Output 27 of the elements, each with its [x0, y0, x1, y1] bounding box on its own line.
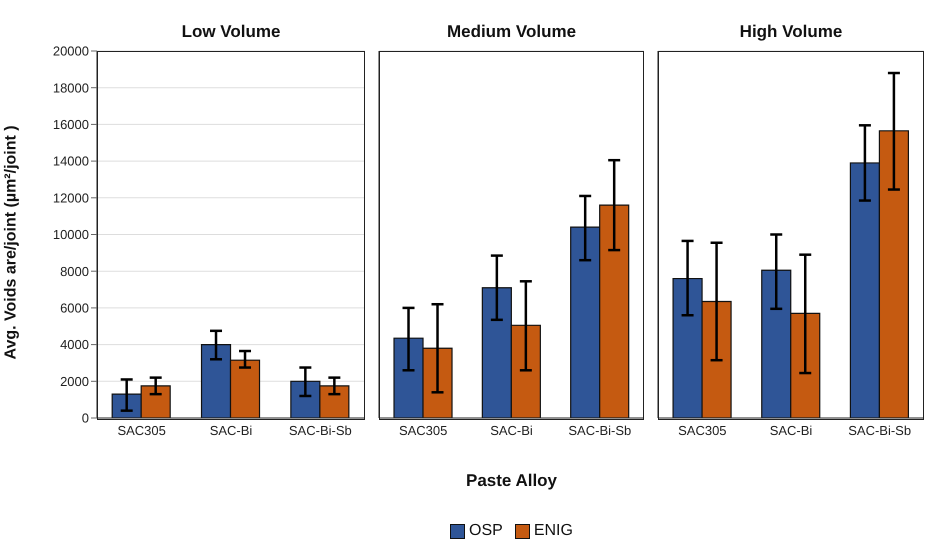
- y-tick-label: 10000: [52, 227, 89, 242]
- y-axis-title: Avg. Voids are/joint (µm²/joint ): [2, 125, 20, 360]
- y-tick-label: 20000: [52, 44, 89, 59]
- legend-label: OSP: [469, 522, 503, 540]
- x-tick-label: SAC-Bi-Sb: [568, 423, 632, 438]
- x-axis-title: Paste Alloy: [466, 471, 558, 490]
- chart-title: Low Volume: [180, 22, 282, 42]
- x-tick-label: SAC305: [678, 423, 727, 438]
- y-tick-label: 16000: [52, 117, 89, 132]
- x-tick-label: SAC-Bi: [490, 423, 533, 438]
- x-tick-label: SAC-Bi-Sb: [288, 423, 352, 438]
- y-tick-label: 0: [82, 410, 89, 426]
- x-tick-label: SAC-Bi: [210, 423, 252, 438]
- y-tick-label: 6000: [60, 300, 89, 316]
- x-tick-label: SAC305: [398, 423, 448, 438]
- y-tick-label: 12000: [52, 190, 89, 206]
- chart-title: High Volume: [738, 22, 844, 42]
- y-tick-label: 8000: [60, 264, 89, 279]
- chart-title: Medium Volume: [446, 22, 578, 42]
- x-tick-label: SAC-Bi-Sb: [848, 423, 912, 438]
- y-tick-label: 4000: [60, 337, 89, 352]
- y-tick-label: 2000: [60, 374, 89, 389]
- legend-label: ENIG: [534, 522, 573, 540]
- x-tick-label: SAC305: [117, 423, 166, 438]
- y-tick-label: 18000: [52, 80, 89, 96]
- y-tick-label: 14000: [52, 154, 89, 169]
- x-tick-label: SAC-Bi: [770, 423, 812, 438]
